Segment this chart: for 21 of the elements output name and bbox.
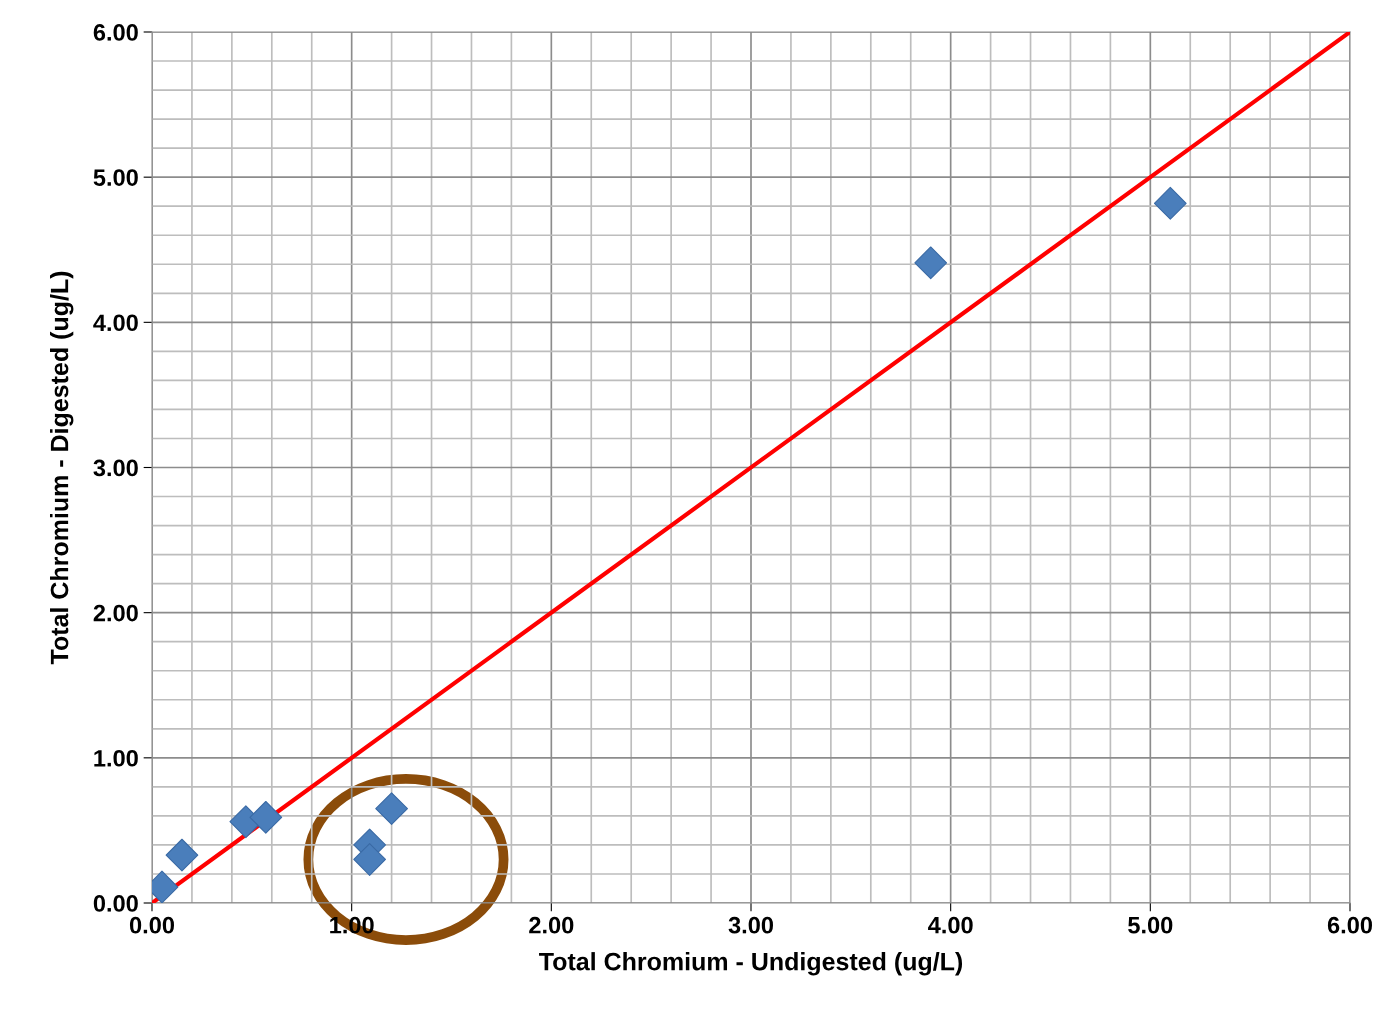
y-tick-label: 5.00 bbox=[93, 169, 138, 186]
x-tick-label: 2.00 bbox=[529, 916, 574, 934]
point bbox=[1153, 186, 1187, 220]
point bbox=[249, 800, 283, 834]
x-axis-title: Total Chromium - Undigested (ug/L) bbox=[539, 952, 963, 976]
x-tick-label: 4.00 bbox=[928, 916, 973, 934]
y-tick-label: 3.00 bbox=[93, 459, 138, 477]
point bbox=[165, 838, 199, 872]
y-axis-title: Total Chromium - Digested (ug/L) bbox=[50, 271, 74, 665]
x-tick-label: 6.00 bbox=[1327, 916, 1373, 934]
y-tick-label: 1.00 bbox=[94, 749, 138, 767]
point bbox=[914, 246, 948, 280]
x-tick-label: 3.00 bbox=[728, 916, 774, 934]
y-tick-label: 0.00 bbox=[93, 895, 138, 912]
point bbox=[353, 843, 387, 876]
y-tick-label: 4.00 bbox=[93, 314, 138, 332]
x-tick-label: 0.00 bbox=[129, 916, 175, 934]
y-tick-label: 2.00 bbox=[93, 604, 138, 622]
x-tick-label: 5.00 bbox=[1128, 916, 1173, 934]
y-tick-label: 6.00 bbox=[93, 24, 138, 41]
point bbox=[375, 792, 408, 826]
